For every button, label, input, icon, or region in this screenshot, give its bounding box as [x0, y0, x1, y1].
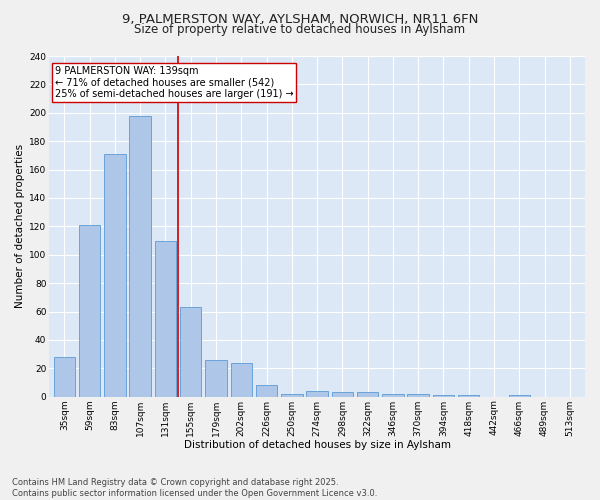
Bar	[332, 392, 353, 396]
Y-axis label: Number of detached properties: Number of detached properties	[15, 144, 25, 308]
Text: 9 PALMERSTON WAY: 139sqm
← 71% of detached houses are smaller (542)
25% of semi-: 9 PALMERSTON WAY: 139sqm ← 71% of detach…	[55, 66, 293, 100]
Bar	[281, 394, 302, 396]
Bar	[205, 360, 227, 397]
Text: Contains HM Land Registry data © Crown copyright and database right 2025.
Contai: Contains HM Land Registry data © Crown c…	[12, 478, 377, 498]
Bar	[155, 240, 176, 396]
Bar	[382, 394, 404, 396]
Bar	[357, 392, 379, 396]
Bar	[407, 394, 429, 396]
Bar	[130, 116, 151, 396]
Bar	[230, 362, 252, 396]
X-axis label: Distribution of detached houses by size in Aylsham: Distribution of detached houses by size …	[184, 440, 451, 450]
Bar	[53, 357, 75, 397]
Text: Size of property relative to detached houses in Aylsham: Size of property relative to detached ho…	[134, 22, 466, 36]
Bar	[256, 386, 277, 396]
Bar	[307, 391, 328, 396]
Bar	[104, 154, 125, 396]
Bar	[79, 225, 100, 396]
Bar	[180, 308, 202, 396]
Text: 9, PALMERSTON WAY, AYLSHAM, NORWICH, NR11 6FN: 9, PALMERSTON WAY, AYLSHAM, NORWICH, NR1…	[122, 12, 478, 26]
